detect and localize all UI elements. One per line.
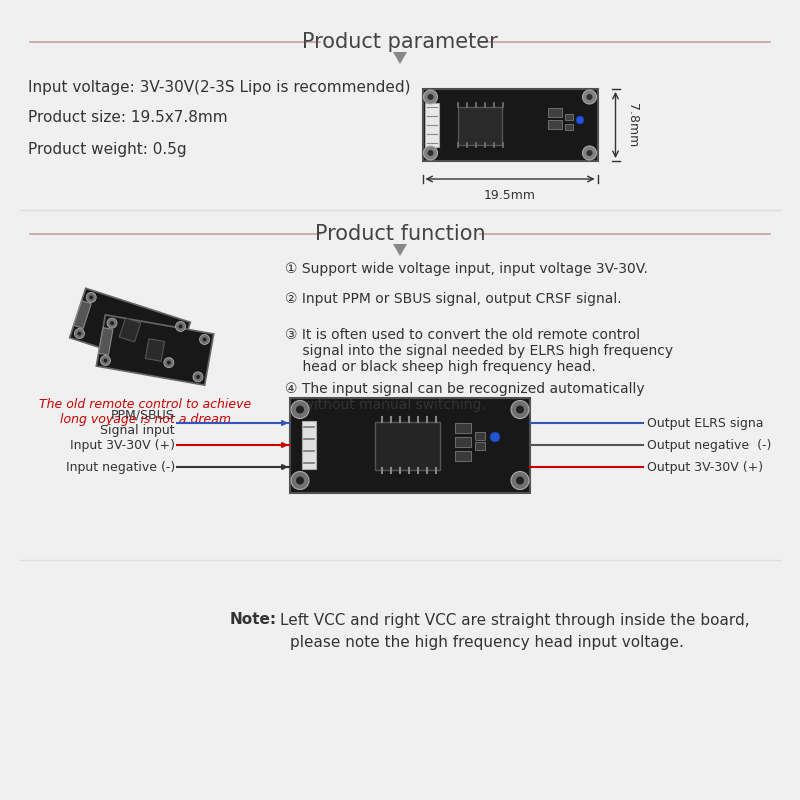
Text: Output ELRS signa: Output ELRS signa xyxy=(647,417,763,430)
Text: Product weight: 0.5g: Product weight: 0.5g xyxy=(28,142,186,157)
Circle shape xyxy=(586,94,593,100)
Text: ② Input PPM or SBUS signal, output CRSF signal.: ② Input PPM or SBUS signal, output CRSF … xyxy=(285,292,622,306)
Circle shape xyxy=(167,361,171,365)
Circle shape xyxy=(427,94,434,100)
Circle shape xyxy=(582,146,597,160)
Circle shape xyxy=(423,90,438,104)
Circle shape xyxy=(490,432,500,442)
Circle shape xyxy=(202,338,206,342)
Polygon shape xyxy=(74,301,91,329)
Circle shape xyxy=(89,295,93,299)
Text: ① Support wide voltage input, input voltage 3V-30V.: ① Support wide voltage input, input volt… xyxy=(285,262,648,276)
Bar xyxy=(455,437,471,447)
Text: 7.8mm: 7.8mm xyxy=(626,103,638,147)
Text: Left VCC and right VCC are straight through inside the board,: Left VCC and right VCC are straight thro… xyxy=(280,613,750,627)
Bar xyxy=(425,103,438,147)
Polygon shape xyxy=(146,338,165,362)
Circle shape xyxy=(196,375,200,379)
Text: The old remote control to achieve
long voyage is not a dream: The old remote control to achieve long v… xyxy=(39,398,251,426)
Bar xyxy=(302,421,316,469)
Circle shape xyxy=(175,322,186,331)
Bar xyxy=(475,442,485,450)
Circle shape xyxy=(74,329,85,338)
Polygon shape xyxy=(98,328,113,355)
Circle shape xyxy=(291,471,309,490)
Polygon shape xyxy=(393,244,407,256)
Text: PPM/SBUS
Signal input: PPM/SBUS Signal input xyxy=(100,409,175,437)
Circle shape xyxy=(582,90,597,104)
Bar xyxy=(422,89,598,161)
Circle shape xyxy=(576,116,584,124)
Text: Input negative (-): Input negative (-) xyxy=(66,461,175,474)
Polygon shape xyxy=(96,315,214,385)
Text: please note the high frequency head input voltage.: please note the high frequency head inpu… xyxy=(290,634,684,650)
Circle shape xyxy=(107,318,117,328)
Circle shape xyxy=(296,406,304,414)
Bar xyxy=(375,422,440,470)
Text: Note:: Note: xyxy=(230,613,277,627)
Bar xyxy=(475,432,485,440)
Text: ④ The input signal can be recognized automatically
    without manual switching.: ④ The input signal can be recognized aut… xyxy=(285,382,645,412)
Text: Product parameter: Product parameter xyxy=(302,32,498,52)
Circle shape xyxy=(511,401,529,418)
Circle shape xyxy=(423,146,438,160)
Text: Output 3V-30V (+): Output 3V-30V (+) xyxy=(647,461,763,474)
Bar xyxy=(565,124,573,130)
Circle shape xyxy=(586,150,593,156)
Circle shape xyxy=(86,293,96,302)
Bar xyxy=(565,114,573,120)
Circle shape xyxy=(199,334,210,345)
Bar xyxy=(455,451,471,461)
Circle shape xyxy=(164,358,174,367)
Bar xyxy=(548,120,562,129)
Polygon shape xyxy=(393,52,407,64)
Circle shape xyxy=(296,477,304,485)
Polygon shape xyxy=(119,318,141,342)
Circle shape xyxy=(101,355,110,366)
Polygon shape xyxy=(70,288,190,372)
Text: ③ It is often used to convert the old remote control
    signal into the signal : ③ It is often used to convert the old re… xyxy=(285,328,673,374)
Bar xyxy=(548,108,562,117)
Text: Input 3V-30V (+): Input 3V-30V (+) xyxy=(70,438,175,451)
Bar xyxy=(455,423,471,433)
Circle shape xyxy=(103,358,107,362)
Circle shape xyxy=(427,150,434,156)
Bar xyxy=(290,398,530,493)
Text: 19.5mm: 19.5mm xyxy=(484,189,536,202)
Circle shape xyxy=(511,471,529,490)
Circle shape xyxy=(516,477,524,485)
Circle shape xyxy=(516,406,524,414)
Text: Product function: Product function xyxy=(314,224,486,244)
Text: Output negative  (-): Output negative (-) xyxy=(647,438,771,451)
Circle shape xyxy=(78,331,82,335)
Text: Input voltage: 3V-30V(2-3S Lipo is recommended): Input voltage: 3V-30V(2-3S Lipo is recom… xyxy=(28,80,410,95)
Text: Product size: 19.5x7.8mm: Product size: 19.5x7.8mm xyxy=(28,110,228,125)
Bar xyxy=(458,107,502,145)
Circle shape xyxy=(193,372,203,382)
Circle shape xyxy=(178,325,182,329)
Circle shape xyxy=(110,321,114,325)
Circle shape xyxy=(291,401,309,418)
